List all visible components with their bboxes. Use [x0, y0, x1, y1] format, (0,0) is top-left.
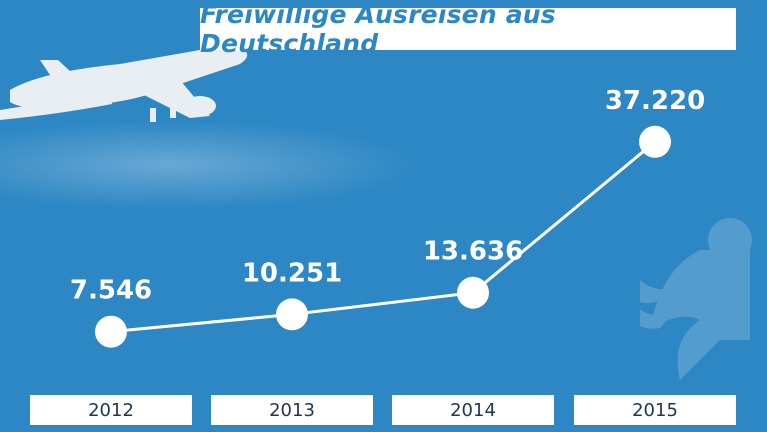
category-label-2015: 2015 [632, 400, 678, 421]
data-label-2014: 13.636 [423, 237, 523, 267]
chart-title-box: Freiwillige Ausreisen aus Deutschland [200, 0, 736, 58]
airplane-icon [0, 47, 248, 122]
category-box-2012 [30, 395, 192, 425]
category-label-2013: 2013 [269, 400, 315, 421]
federal-eagle-icon [640, 218, 752, 380]
category-label-2012: 2012 [88, 400, 134, 421]
chart-title: Freiwillige Ausreisen aus Deutschland [200, 0, 556, 58]
category-label-2014: 2014 [450, 400, 496, 421]
data-label-2013: 10.251 [242, 258, 342, 288]
data-point-2014 [457, 276, 489, 309]
series-line [110, 140, 656, 334]
data-point-2013 [276, 298, 308, 331]
data-label-2012: 7.546 [70, 276, 152, 306]
category-box-2014 [392, 395, 554, 425]
background-glow [0, 120, 420, 210]
data-label-2015: 37.220 [605, 86, 705, 116]
category-box-2015 [574, 395, 736, 425]
data-point-2012 [95, 315, 127, 348]
data-point-2015 [639, 125, 671, 158]
category-box-2013 [211, 395, 373, 425]
